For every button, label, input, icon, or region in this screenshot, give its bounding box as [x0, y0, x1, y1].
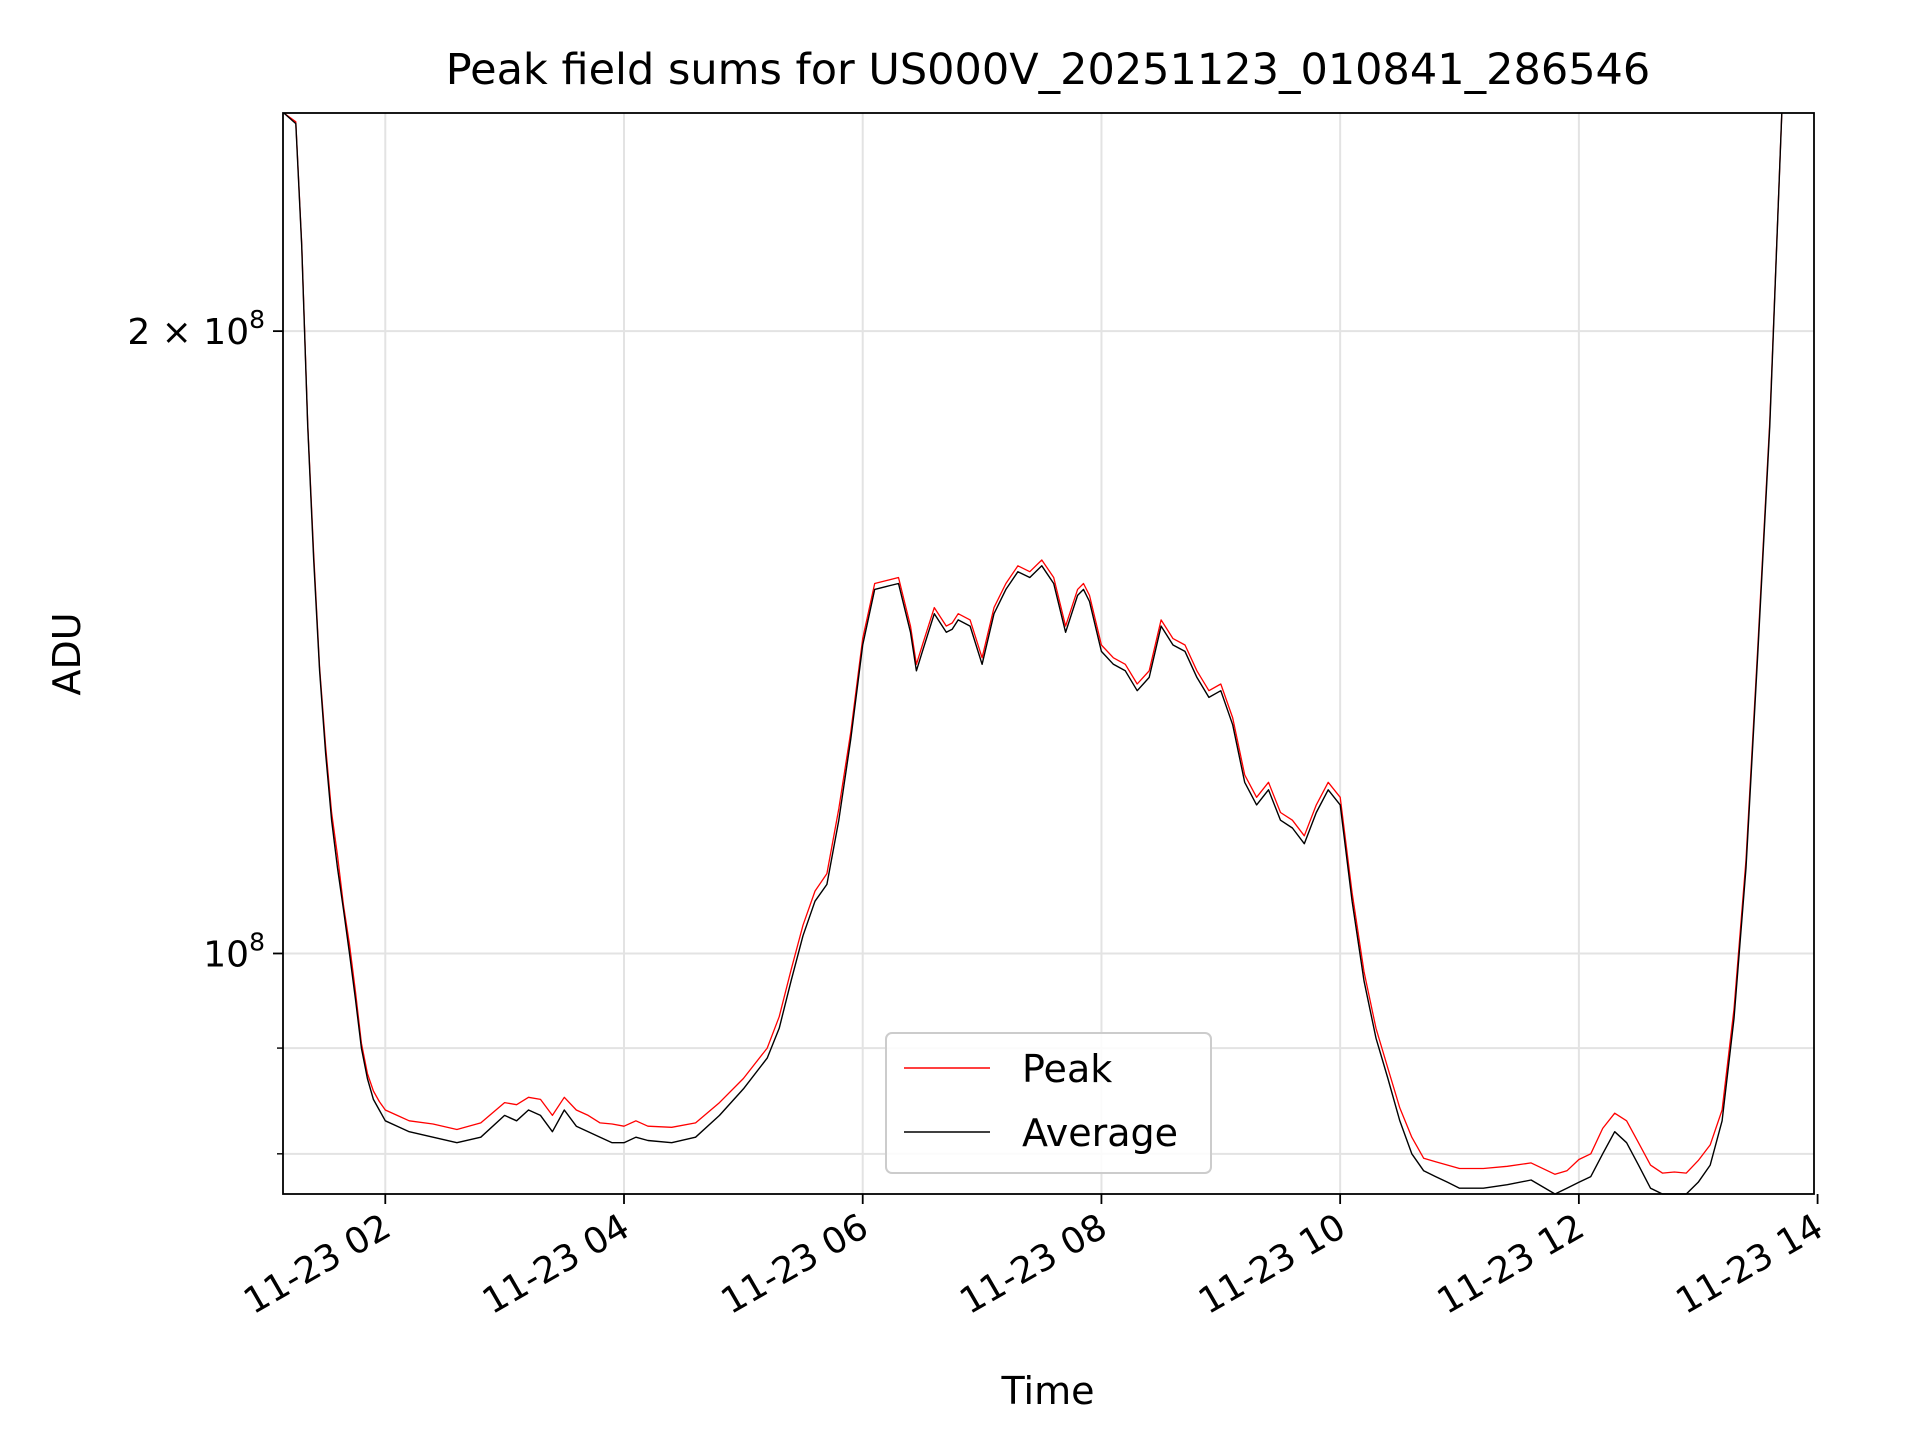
y-tick-label: 108 — [203, 927, 265, 975]
legend: Peak Average — [885, 1032, 1212, 1174]
y-axis-ticks: 108 2 × 108 — [127, 305, 283, 1155]
peak-series-line — [283, 112, 1783, 1175]
average-series-line — [283, 112, 1783, 1195]
legend-peak-label: Peak — [1022, 1047, 1112, 1091]
legend-average-label: Average — [1022, 1111, 1178, 1155]
plot-frame — [282, 112, 1815, 1195]
chart-title: Peak field sums for US000V_20251123_0108… — [446, 45, 1651, 95]
y-tick-label: 2 × 108 — [127, 305, 265, 353]
y-axis-label: ADU — [45, 612, 89, 695]
x-axis-label: Time — [1001, 1369, 1095, 1413]
plot-series — [283, 112, 1783, 1195]
